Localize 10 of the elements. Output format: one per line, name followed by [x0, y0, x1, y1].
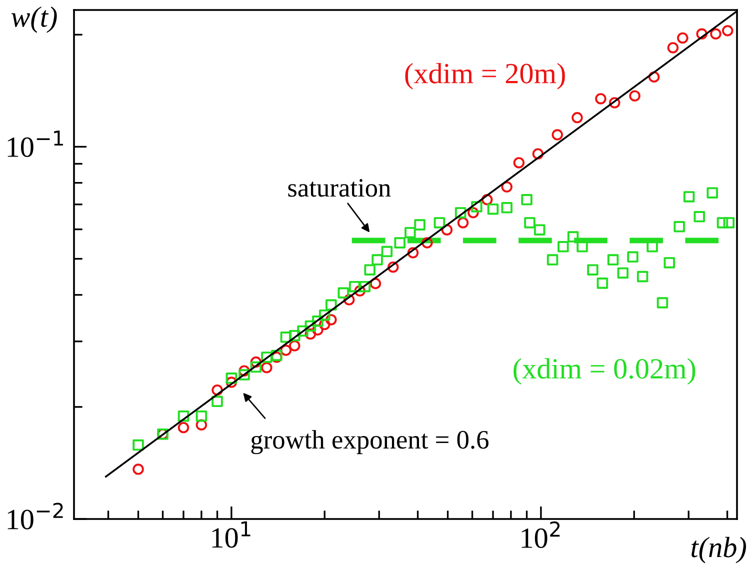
annotation: growth exponent = 0.6: [251, 430, 488, 454]
series-label: (xdim = 0.02m): [514, 358, 696, 385]
annotation: saturation: [288, 179, 391, 197]
y-tick-label: 10$^{−1}$: [8, 130, 63, 157]
x-tick-label: 10$^{1}$: [212, 521, 250, 548]
y-tick-label: 10$^{−2}$: [8, 502, 63, 530]
series-label: (xdim = 20m): [405, 62, 565, 90]
y-axis-title: w(t): [11, 6, 57, 33]
x-tick-label: 10$^{2}$: [522, 521, 560, 548]
x-axis-title: t(nb): [692, 536, 746, 564]
